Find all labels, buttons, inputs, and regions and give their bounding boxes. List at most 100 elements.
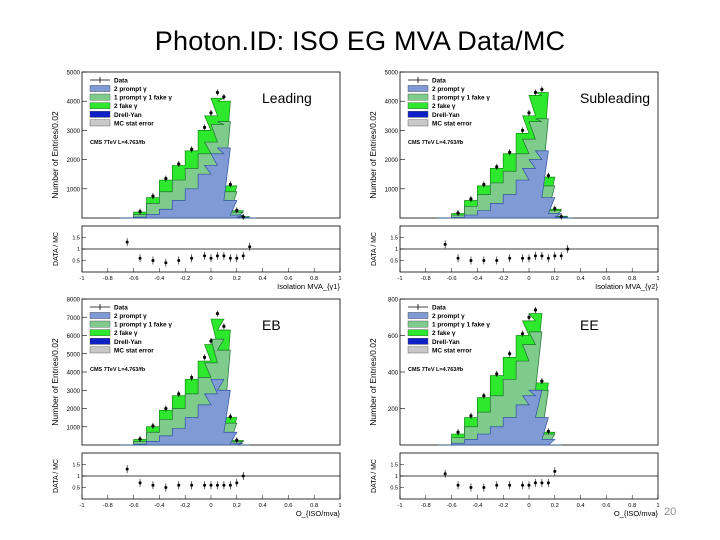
x-tick-label: -0.6 (129, 276, 139, 282)
ratio-point (533, 481, 537, 485)
ratio-tick-label: 1.5 (72, 463, 80, 469)
ratio-point (521, 256, 525, 260)
x-axis-label: Isolation MVA_{γ1} (277, 282, 340, 291)
legend-label: MC stat error (114, 347, 154, 354)
legend-swatch (407, 102, 429, 109)
data-point (546, 429, 550, 433)
x-tick-label: 0.4 (259, 276, 268, 282)
histogram-two-prompt (438, 150, 575, 219)
histogram-two-prompt (438, 389, 562, 446)
y-tick-label: 2000 (67, 407, 81, 413)
ratio-point (482, 259, 486, 262)
legend-swatch (89, 111, 111, 118)
x-tick-label: -0.8 (421, 276, 431, 282)
legend-swatch (407, 93, 429, 101)
y-tick-label: 4000 (67, 100, 81, 106)
ratio-point (241, 254, 245, 258)
y-axis-label: Number of Entries/0.02 (368, 111, 378, 199)
data-point (495, 372, 499, 376)
legend-label: MC stat error (114, 120, 154, 127)
ratio-tick-label: 0.5 (390, 486, 398, 492)
ratio-axis-label: DATA / MC (53, 232, 60, 266)
legend-label: 2 fake γ (114, 330, 138, 337)
legend-label: MC stat error (432, 120, 472, 127)
histogram-two-prompt (120, 378, 250, 446)
ratio-tick-label: 0.5 (72, 486, 80, 492)
x-tick-label: 0.6 (602, 276, 610, 282)
ratio-point (469, 486, 473, 489)
x-tick-label: 0.2 (233, 503, 241, 509)
data-point (495, 165, 499, 169)
x-tick-label: 0.8 (628, 276, 636, 282)
legend-label: Drell-Yan (432, 339, 460, 346)
y-tick-label: 5000 (67, 352, 81, 358)
data-point (202, 125, 207, 130)
data-point (151, 194, 155, 198)
data-point (482, 182, 486, 187)
data-point (546, 174, 550, 178)
ratio-axis-label: DATA / MC (371, 232, 378, 266)
legend-label: 1 prompt γ 1 fake γ (114, 322, 172, 329)
x-tick-label: -0.6 (447, 503, 457, 509)
ratio-point (177, 483, 181, 487)
data-point (469, 197, 473, 201)
y-tick-label: 1000 (385, 187, 399, 193)
ratio-point (546, 256, 550, 260)
panel-label: EB (262, 317, 281, 333)
ratio-point (164, 261, 168, 265)
ratio-point (151, 483, 155, 487)
x-tick-label: -1 (397, 503, 402, 509)
legend-label: Data (114, 77, 128, 84)
x-tick-label: 0 (527, 276, 530, 282)
x-tick-label: 1 (656, 503, 659, 509)
data-point (151, 424, 155, 428)
y-tick-label: 3000 (385, 129, 399, 135)
data-point (456, 430, 460, 434)
x-tick-label: -0.2 (498, 276, 508, 282)
legend-label: 2 prompt γ (432, 313, 465, 320)
data-point (533, 308, 538, 312)
ratio-point (125, 467, 129, 471)
data-point (520, 332, 525, 336)
y-tick-label: 4000 (67, 371, 81, 377)
ratio-point (228, 256, 232, 260)
y-tick-label: 3000 (67, 129, 81, 135)
data-point (482, 394, 486, 398)
x-tick-label: 0.4 (577, 503, 586, 509)
data-point (235, 208, 239, 213)
ratio-point (540, 254, 544, 258)
data-point (209, 111, 213, 115)
x-tick-label: 1 (338, 503, 341, 509)
plot-subleading-svg: Number of Entries/0.02 1000 2000 3000 4000 50… (368, 71, 660, 292)
legend-swatch (89, 320, 111, 328)
ratio-point (138, 256, 142, 260)
ratio-point (215, 483, 219, 487)
legend-label: 2 prompt γ (432, 86, 465, 93)
legend-swatch (89, 329, 111, 336)
ratio-axis-label: DATA / MC (53, 459, 60, 493)
data-point (527, 315, 531, 319)
x-tick-label: -0.8 (103, 503, 113, 509)
plot-eb: Number of Entries/0.02 1000 2000 3000 4000 50… (50, 295, 350, 519)
legend-swatch (89, 102, 111, 109)
ratio-point (508, 483, 512, 487)
ratio-tick-label: 1.5 (390, 236, 398, 242)
ratio-point (228, 483, 232, 487)
ratio-point (469, 259, 473, 262)
legend-swatch (407, 111, 429, 118)
cms-label: CMS 7TeV L=4.763/fb (408, 367, 464, 373)
x-tick-label: -0.4 (472, 276, 483, 282)
ratio-tick-label: 0.5 (72, 259, 80, 265)
x-tick-label: 0 (209, 503, 212, 509)
x-tick-label: 1 (338, 276, 341, 282)
cms-label: CMS 7TeV L=4.763/fb (408, 140, 464, 146)
legend-label: Data (432, 304, 446, 311)
y-tick-label: 6000 (67, 334, 81, 340)
ratio-point (190, 483, 194, 487)
x-tick-label: 0.6 (284, 503, 292, 509)
x-tick-label: -1 (79, 276, 84, 282)
ratio-point (235, 256, 239, 260)
x-tick-label: -0.8 (103, 276, 113, 282)
legend-label: 1 prompt γ 1 fake γ (432, 95, 490, 102)
legend-swatch (89, 312, 111, 319)
